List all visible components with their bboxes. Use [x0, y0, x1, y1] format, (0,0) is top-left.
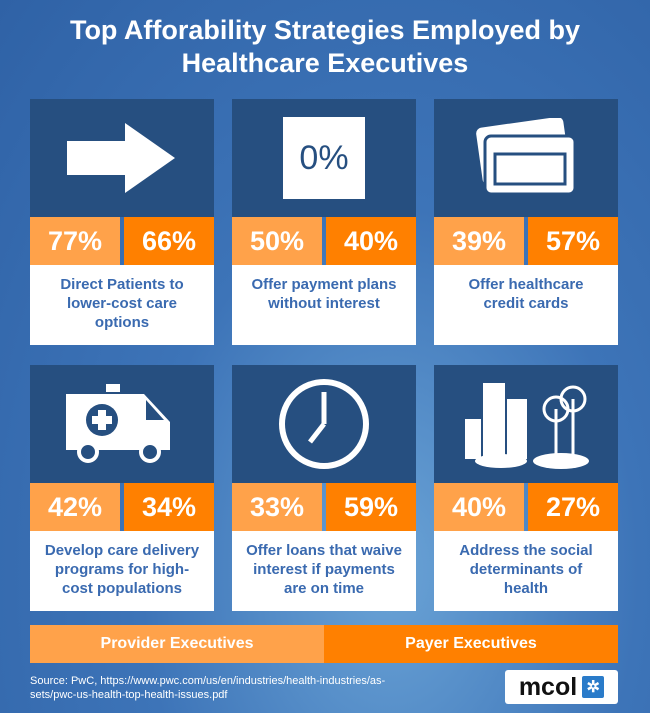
provider-value: 39% [434, 217, 524, 265]
payer-value: 57% [528, 217, 618, 265]
arrow-right-icon [30, 99, 214, 217]
city-trees-icon [434, 365, 618, 483]
provider-value: 33% [232, 483, 322, 531]
strategy-card: 42% 34% Develop care delivery programs f… [30, 365, 214, 611]
credit-card-icon [434, 99, 618, 217]
provider-value: 40% [434, 483, 524, 531]
legend: Provider Executives Payer Executives [30, 625, 618, 663]
title: Top Afforability Strategies Employed by … [69, 15, 581, 78]
legend-payer: Payer Executives [324, 625, 618, 663]
strategy-label: Address the social determinants of healt… [434, 531, 618, 611]
strategy-card: 33% 59% Offer loans that waive interest … [232, 365, 416, 611]
payer-value: 34% [124, 483, 214, 531]
provider-value: 77% [30, 217, 120, 265]
zero-percent-icon: 0% [232, 99, 416, 217]
zero-percent-text: 0% [283, 117, 365, 199]
strategy-label: Offer payment plans without interest [232, 265, 416, 345]
strategy-label: Offer healthcare credit cards [434, 265, 618, 345]
strategy-card: 77% 66% Direct Patients to lower-cost ca… [30, 99, 214, 345]
strategy-card: 40% 27% Address the social determinants … [434, 365, 618, 611]
strategy-label: Develop care delivery programs for high-… [30, 531, 214, 611]
clock-icon [232, 365, 416, 483]
ambulance-icon [30, 365, 214, 483]
mcol-logo: mcol ✲ [505, 670, 618, 704]
strategy-label: Offer loans that waive interest if payme… [232, 531, 416, 611]
strategy-card: 39% 57% Offer healthcare credit cards [434, 99, 618, 345]
provider-value: 42% [30, 483, 120, 531]
strategy-label: Direct Patients to lower-cost care optio… [30, 265, 214, 345]
provider-value: 50% [232, 217, 322, 265]
payer-value: 40% [326, 217, 416, 265]
payer-value: 59% [326, 483, 416, 531]
legend-provider: Provider Executives [30, 625, 324, 663]
strategy-card: 0% 50% 40% Offer payment plans without i… [232, 99, 416, 345]
logo-text: mcol [518, 672, 578, 701]
snowflake-icon: ✲ [582, 676, 605, 698]
payer-value: 27% [528, 483, 618, 531]
source-text: Source: PwC, https://www.pwc.com/us/en/i… [30, 675, 386, 701]
payer-value: 66% [124, 217, 214, 265]
